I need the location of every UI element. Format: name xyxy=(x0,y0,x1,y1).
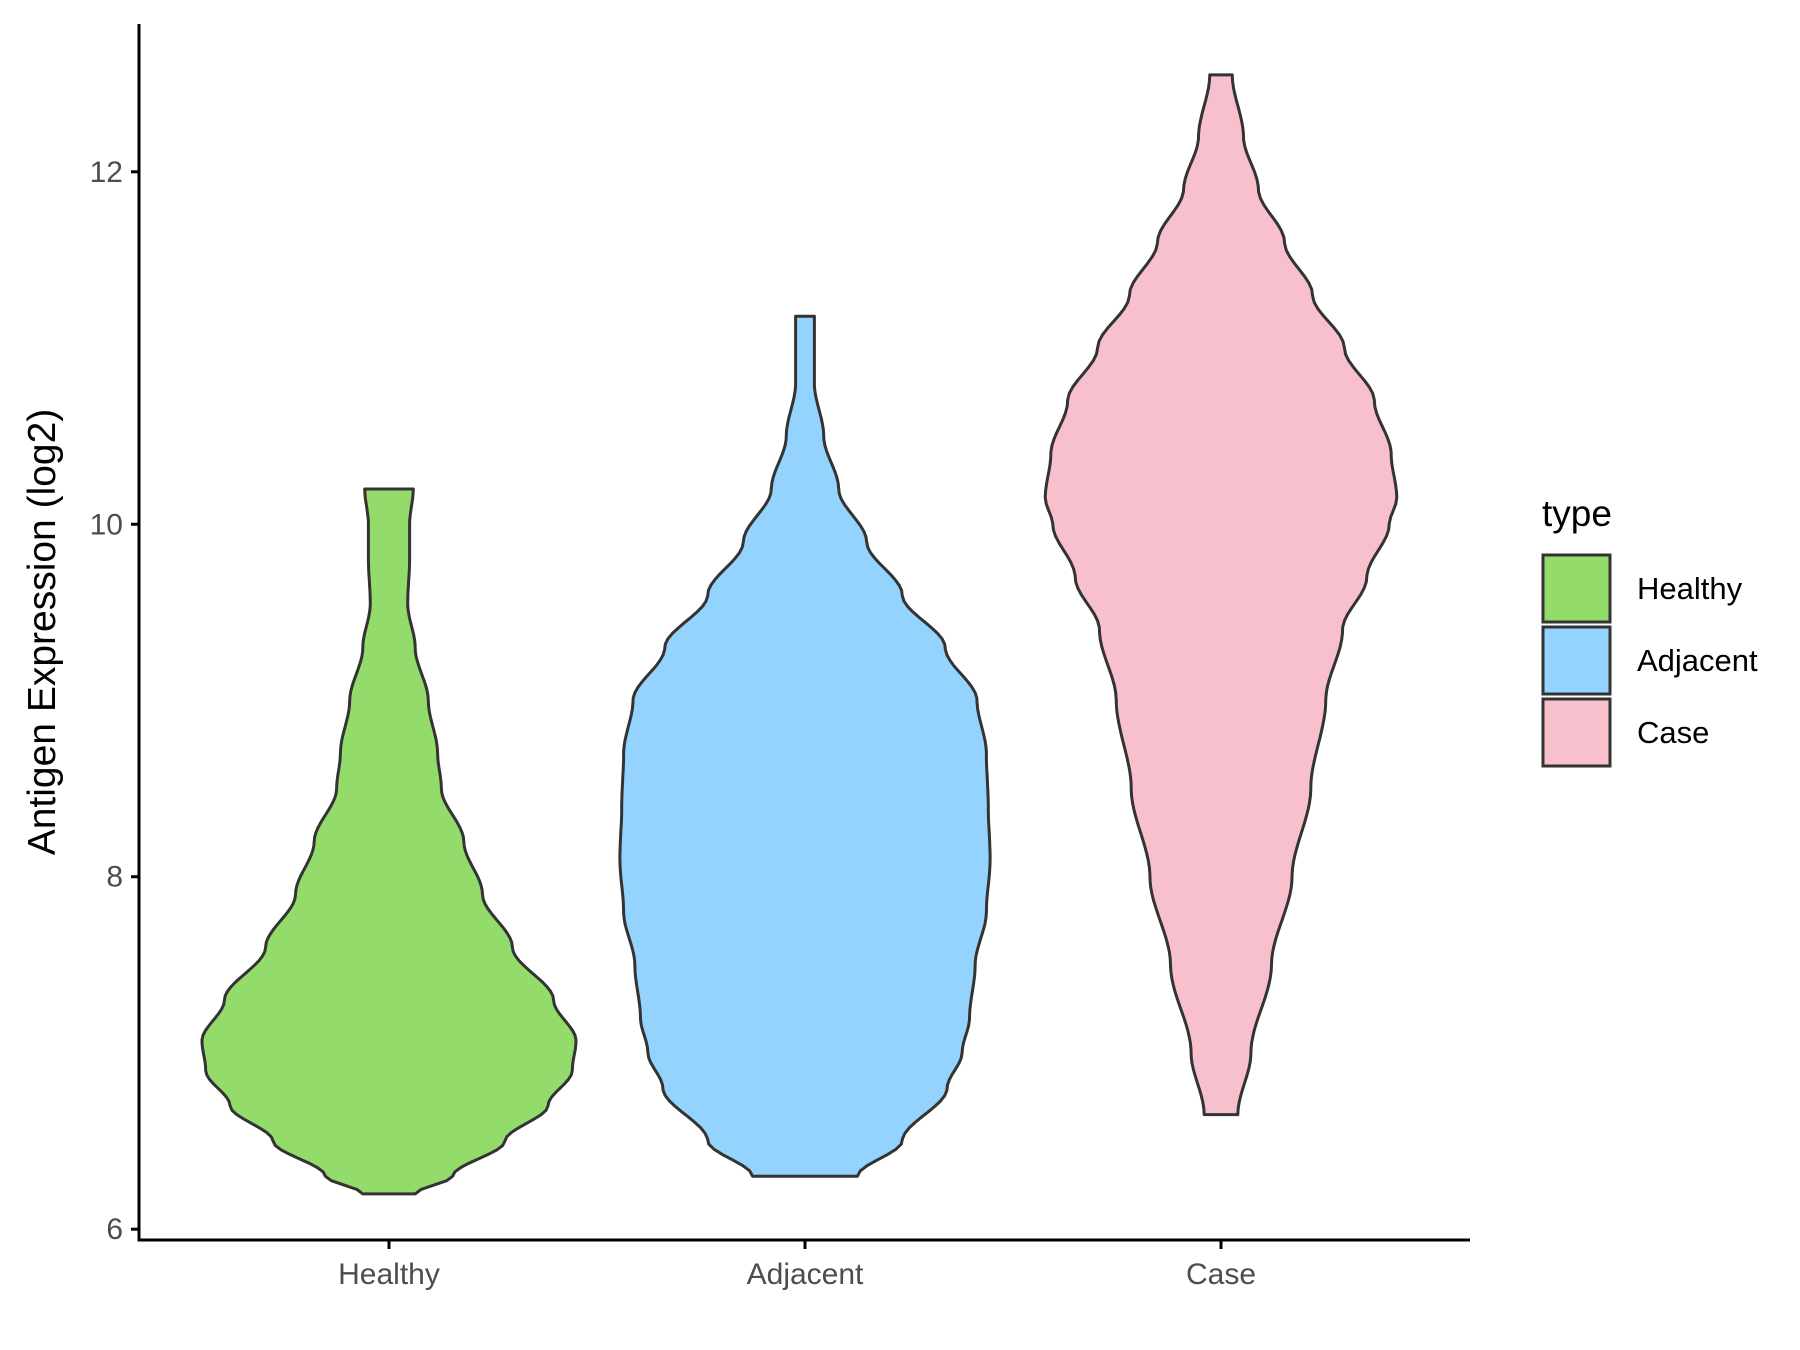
violin-layer xyxy=(200,73,1399,1196)
y-tick-label-8: 8 xyxy=(106,861,123,894)
violin-healthy xyxy=(200,487,578,1196)
x-tick-label-healthy: Healthy xyxy=(338,1258,440,1291)
x-tick-label-adjacent: Adjacent xyxy=(747,1258,864,1291)
legend-swatch-healthy xyxy=(1541,553,1612,624)
legend: type Healthy Adjacent Case xyxy=(1541,493,1758,768)
legend-entries: Healthy Adjacent Case xyxy=(1541,553,1758,768)
violin-adjacent xyxy=(618,314,992,1178)
y-tick-label-12: 12 xyxy=(90,156,123,189)
legend-label-adjacent: Adjacent xyxy=(1637,643,1758,678)
legend-title: type xyxy=(1542,493,1612,534)
y-tick-label-10: 10 xyxy=(90,508,123,541)
y-tick-label-6: 6 xyxy=(106,1213,123,1246)
legend-swatch-adjacent xyxy=(1541,625,1612,696)
legend-swatch-case xyxy=(1541,697,1612,768)
legend-label-healthy: Healthy xyxy=(1637,571,1743,606)
x-tick-label-case: Case xyxy=(1186,1258,1256,1291)
legend-label-case: Case xyxy=(1637,715,1709,750)
y-axis-title: Antigen Expression (log2) xyxy=(21,409,64,856)
violin-case xyxy=(1043,73,1399,1117)
y-axis-ticks: 6 8 10 12 xyxy=(90,156,139,1246)
x-axis-ticks: Healthy Adjacent Case xyxy=(338,1241,1256,1291)
